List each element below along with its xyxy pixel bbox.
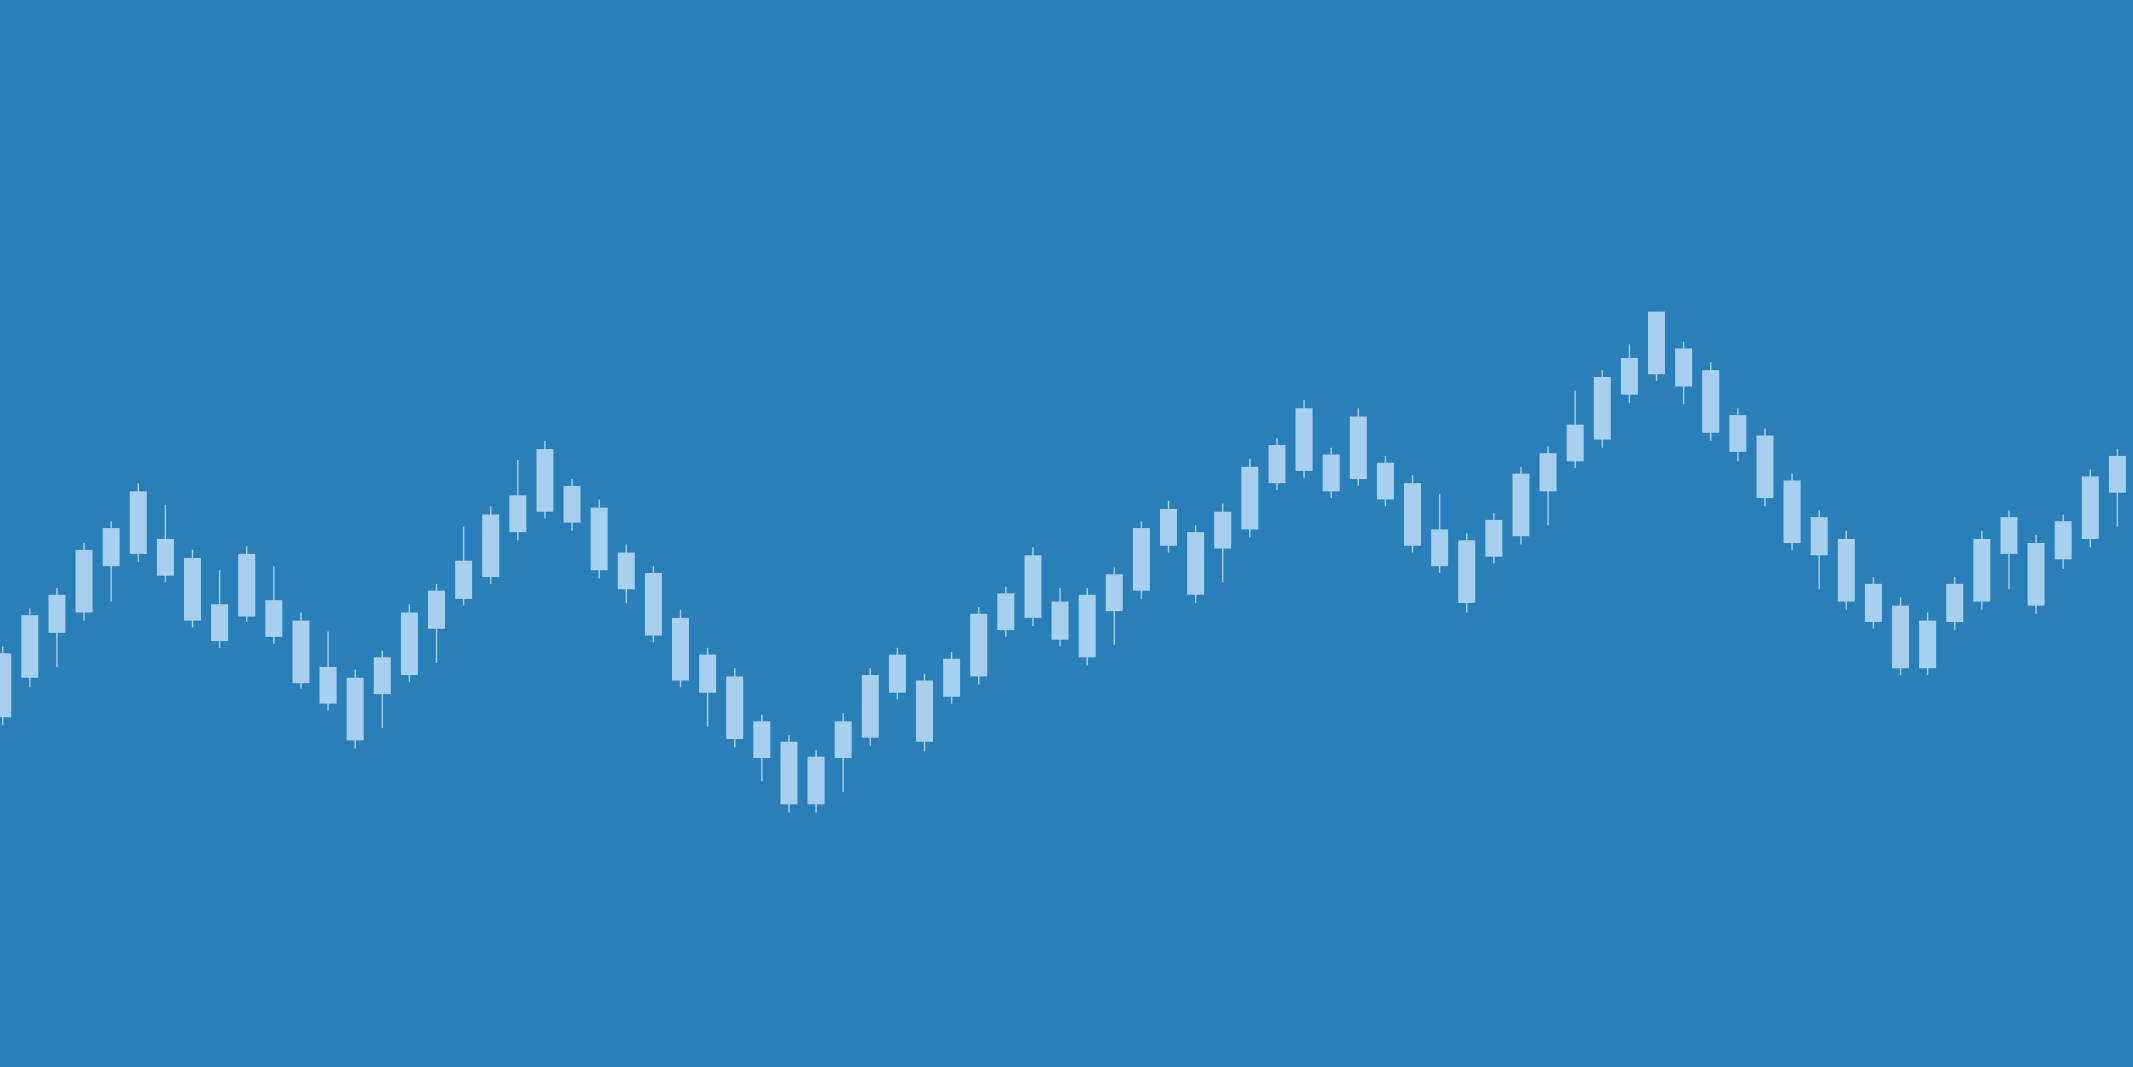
candle-body [1078,594,1096,658]
candle-body [1919,620,1937,669]
candle-body [1729,415,1747,452]
candle-body [373,657,391,695]
candle-body [2000,517,2018,554]
candle-body [644,572,662,636]
candle-body [156,538,174,576]
candle-body [48,594,66,633]
candle-body [428,590,446,629]
candle-body [1024,555,1042,618]
candle-body [1837,538,1855,602]
candle-body [1539,453,1557,492]
candle-body [2027,543,2045,606]
candle-body [1349,416,1367,480]
candle-body [1864,583,1882,622]
candle-body [238,553,256,617]
candle-body [2054,521,2072,560]
candle-body [0,653,12,718]
candle-body [2108,455,2126,493]
candle-body [861,675,879,738]
candle-body [129,491,147,554]
candle-body [1160,509,1178,546]
candle-body [102,528,120,567]
candle-body [1187,532,1205,595]
candle-body [888,654,906,693]
candle-body [1132,528,1150,591]
candle-body [1973,538,1991,602]
candle-body [1214,511,1232,549]
candle-body [997,593,1015,631]
candle-body [1241,466,1259,530]
candle-body [319,666,337,704]
candle-body [1376,462,1394,500]
candle-body [1105,574,1123,612]
candle-body [1946,583,1964,622]
candle-body [75,549,93,613]
candle-body [346,677,364,741]
candle-body [1404,483,1422,546]
candle-body [211,604,229,642]
candle-body [1431,529,1449,567]
candle-body [509,495,527,533]
candle-body [699,654,717,693]
candle-body [807,756,825,805]
candle-body [1051,601,1069,640]
candle-body [184,557,202,621]
candle-body [672,617,690,681]
candle-body [1756,435,1774,499]
candle-body [400,612,418,676]
candle-body [265,600,283,637]
candle-body [292,620,310,684]
candle-body [753,721,771,759]
candle-body [1702,370,1720,433]
candle-body [1675,348,1693,387]
candle-body [1620,357,1638,395]
candle-body [1268,445,1286,484]
candle-body [2081,476,2099,539]
candle-body [590,507,608,571]
candle-body [1593,376,1611,440]
candle-body [970,613,988,677]
candle-body [1322,454,1340,492]
candle-body [1566,424,1584,462]
candle-body [1295,408,1313,471]
candle-body [482,514,500,578]
candle-body [1892,605,1910,669]
candle-body [1485,519,1503,557]
candle-body [726,676,744,740]
candle-body [536,449,554,512]
candle-body [1810,517,1828,556]
candle-body [563,485,581,523]
candle-body [455,560,473,599]
candle-body [943,658,961,697]
candle-body [834,721,852,759]
candle-body [916,680,934,742]
candle-body [1783,480,1801,544]
candle-body [21,615,39,678]
candle-body [1648,311,1666,375]
candle-body [1458,540,1476,603]
candle-body [1512,473,1530,537]
candle-body [780,741,798,805]
candle-body [617,552,635,590]
